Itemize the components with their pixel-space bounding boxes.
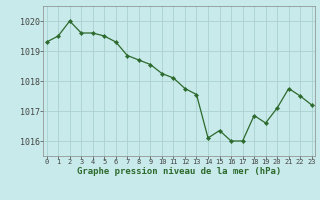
X-axis label: Graphe pression niveau de la mer (hPa): Graphe pression niveau de la mer (hPa) [77, 167, 281, 176]
